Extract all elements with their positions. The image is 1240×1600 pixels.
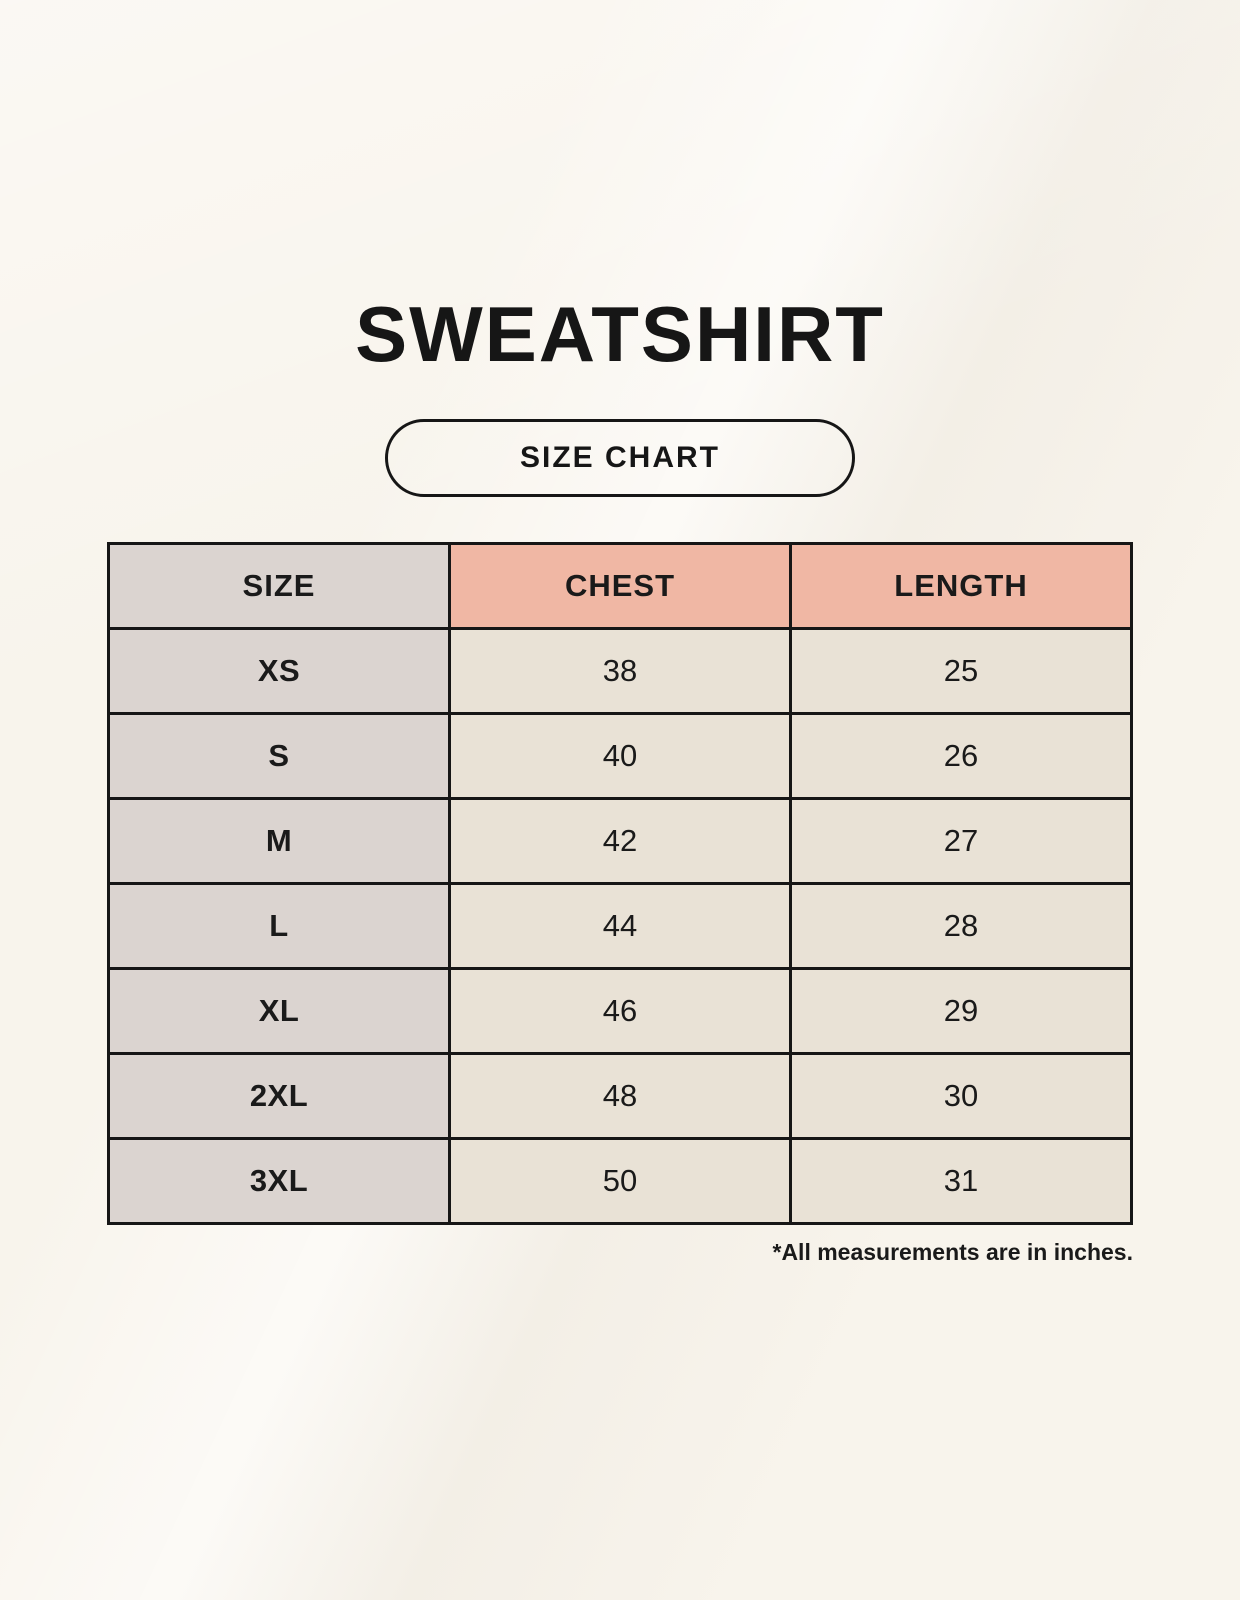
size-cell: XL	[107, 967, 451, 1055]
table-row: S 40 26	[107, 712, 1133, 800]
length-cell: 28	[789, 882, 1133, 970]
size-cell: S	[107, 712, 451, 800]
chest-cell: 44	[448, 882, 792, 970]
column-header-length: LENGTH	[789, 542, 1133, 630]
column-header-chest: CHEST	[448, 542, 792, 630]
table-row: L 44 28	[107, 882, 1133, 970]
chest-cell: 38	[448, 627, 792, 715]
size-chart-badge-label: SIZE CHART	[520, 441, 720, 474]
table-row: 3XL 50 31	[107, 1137, 1133, 1225]
chest-cell: 42	[448, 797, 792, 885]
header-row: SIZE CHEST LENGTH	[107, 542, 1133, 630]
table-row: 2XL 48 30	[107, 1052, 1133, 1140]
column-header-size: SIZE	[107, 542, 451, 630]
length-cell: 26	[789, 712, 1133, 800]
chest-cell: 48	[448, 1052, 792, 1140]
size-cell: 2XL	[107, 1052, 451, 1140]
size-cell: 3XL	[107, 1137, 451, 1225]
length-cell: 29	[789, 967, 1133, 1055]
table-row: M 42 27	[107, 797, 1133, 885]
size-table-container: SIZE CHEST LENGTH XS 38 25 S 40 26 M 42 …	[107, 542, 1133, 1225]
size-table: SIZE CHEST LENGTH XS 38 25 S 40 26 M 42 …	[107, 542, 1133, 1225]
size-cell: L	[107, 882, 451, 970]
length-cell: 25	[789, 627, 1133, 715]
length-cell: 31	[789, 1137, 1133, 1225]
size-cell: XS	[107, 627, 451, 715]
size-cell: M	[107, 797, 451, 885]
table-row: XL 46 29	[107, 967, 1133, 1055]
chest-cell: 50	[448, 1137, 792, 1225]
measurements-footnote: *All measurements are in inches.	[772, 1239, 1134, 1265]
length-cell: 30	[789, 1052, 1133, 1140]
table-body: XS 38 25 S 40 26 M 42 27 L 44 28 XL 46 2…	[107, 627, 1133, 1225]
size-chart-badge: SIZE CHART	[385, 419, 855, 497]
table-row: XS 38 25	[107, 627, 1133, 715]
page-title: SWEATSHIRT	[355, 290, 885, 378]
size-table-header: SIZE CHEST LENGTH	[107, 542, 1133, 630]
chest-cell: 40	[448, 712, 792, 800]
chest-cell: 46	[448, 967, 792, 1055]
length-cell: 27	[789, 797, 1133, 885]
